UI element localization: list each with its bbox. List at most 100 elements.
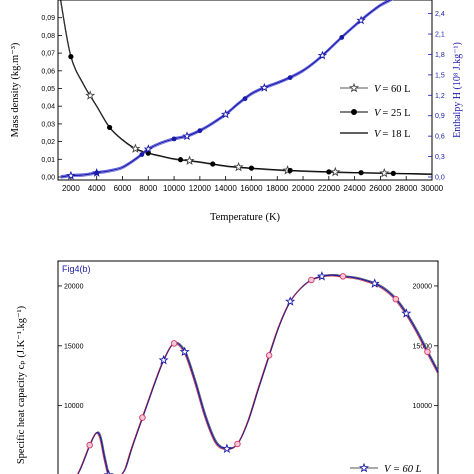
enthalpy-circle-marker: [339, 35, 345, 40]
cp-line-60L: [77, 273, 440, 474]
density-circle-marker: [210, 161, 216, 167]
cp-circle-marker: [139, 414, 146, 421]
top-x-tick-label: 6000: [114, 184, 132, 193]
cp-star-marker: [401, 308, 412, 318]
bottom-y2-tick-label: 20000: [413, 283, 433, 290]
enthalpy-star-marker: [66, 170, 76, 180]
cp-star-marker: [158, 354, 169, 365]
enthalpy-circle-marker: [94, 170, 100, 176]
top-y-tick-label: 0,02: [41, 139, 55, 146]
top-x-tick-label: 22000: [318, 184, 341, 193]
top-y-tick-label: 0,03: [41, 121, 55, 128]
cp-star-marker: [285, 296, 296, 306]
top-y2-tick-label: 0,6: [435, 134, 445, 141]
top-y2-axis-label: Enthalpy H (10⁸ J.kg⁻¹): [452, 42, 463, 138]
enthalpy-circle-marker: [139, 152, 145, 157]
cp-star-marker: [369, 278, 380, 288]
top-x-tick-label: 10000: [163, 184, 186, 193]
enthalpy-star-marker: [259, 82, 270, 92]
top-x-tick-label: 8000: [139, 184, 157, 193]
bottom-y-tick-label: 10000: [64, 403, 84, 410]
top-plot-frame: [57, 0, 433, 181]
top-x-tick-label: 14000: [215, 184, 238, 193]
enthalpy-circle-marker: [171, 136, 177, 142]
top-y-tick-label: 0,09: [41, 15, 55, 22]
enthalpy-star-marker: [220, 109, 231, 119]
top-y-tick-label: 0,05: [41, 86, 55, 93]
top-x-tick-label: 18000: [266, 184, 289, 193]
legend-star-marker: [348, 82, 360, 93]
figure-tag: Fig4(b): [62, 264, 91, 274]
legend-entry-0: V = 60 L: [374, 84, 411, 95]
enthalpy-circle-marker: [287, 75, 293, 81]
top-y2-tick-label: 1,8: [435, 52, 445, 59]
bottom-plot-frame: [57, 260, 439, 474]
top-legend: V = 60 L V = 25 L V = 18 L: [340, 82, 411, 140]
top-x-tick-label: 28000: [395, 184, 418, 193]
top-y2-ticks: 0,0 0,3 0,6 0,9 1,2 1,5 1,8 2,1 2,4: [428, 11, 445, 182]
cp-circle-marker: [170, 340, 178, 347]
top-y-tick-label: 0,06: [41, 68, 55, 75]
cp-circle-marker: [234, 440, 241, 448]
cp-circle-marker: [265, 352, 273, 359]
density-star-marker: [85, 90, 96, 100]
density-star-marker: [184, 155, 195, 165]
density-star-marker: [330, 166, 341, 177]
bottom-y-tick-label: 20000: [64, 283, 84, 290]
top-y-tick-label: 0,01: [41, 157, 55, 164]
enthalpy-star-marker: [143, 144, 153, 154]
density-circle-marker: [390, 170, 396, 176]
top-y2-tick-label: 0,9: [435, 113, 445, 120]
enthalpy-star-marker: [182, 131, 192, 141]
bottom-y2-ticks: 10000 15000 20000: [413, 283, 438, 410]
top-y-tick-label: 0,00: [41, 175, 55, 182]
top-x-ticks: 2000 4000 6000 8000 10000 12000 14000 16000 1800…: [62, 176, 444, 193]
top-y-tick-label: 0,04: [41, 104, 55, 111]
cp-series: [77, 271, 440, 474]
cp-circle-marker: [392, 295, 400, 303]
cp-line-18L: [77, 275, 438, 474]
top-y2-tick-label: 0,0: [435, 175, 445, 182]
cp-star-marker: [316, 271, 327, 281]
top-y-ticks: 0,00 0,01 0,02 0,03 0,04 0,05 0,06 0,07 0,08 0,09: [41, 15, 62, 182]
cp-circle-marker: [86, 441, 93, 449]
bottom-y-axis-label: Specific heat capacity cₚ (J.K⁻¹.kg⁻¹): [16, 305, 27, 464]
enthalpy-line-25L: [60, 0, 392, 178]
top-y2-tick-label: 1,2: [435, 93, 445, 100]
top-y-axis-label: Mass density (kg.m⁻³): [10, 42, 21, 137]
density-circle-marker: [68, 54, 74, 60]
density-circle-marker: [248, 165, 255, 171]
top-x-tick-label: 30000: [421, 184, 444, 193]
top-y2-tick-label: 2,1: [435, 32, 445, 39]
enthalpy-line-60L: [60, 0, 390, 177]
enthalpy-circle-marker: [242, 96, 248, 102]
top-y-tick-label: 0,08: [41, 33, 55, 40]
top-y2-tick-label: 1,5: [435, 72, 445, 79]
density-circle-marker: [177, 157, 184, 163]
density-star-marker: [233, 161, 244, 172]
density-star-marker: [130, 143, 141, 153]
cp-star-marker: [221, 443, 232, 454]
legend-star-icon: [348, 82, 360, 93]
top-y2-tick-label: 2,4: [435, 11, 445, 18]
bottom-legend-star-icon: [358, 462, 370, 473]
cp-circle-marker: [424, 348, 431, 356]
enthalpy-line-18L: [60, 0, 394, 179]
top-x-tick-label: 4000: [88, 184, 106, 193]
top-y-tick-label: 0,07: [41, 51, 55, 58]
enthalpy-star-marker: [317, 50, 328, 60]
cp-star-marker: [179, 346, 190, 357]
top-chart-panel: 2000 4000 6000 8000 10000 12000 14000 16000 1800…: [10, 0, 463, 223]
cp-circle-marker: [339, 273, 347, 280]
legend-entry-1: V = 25 L: [374, 108, 411, 119]
top-x-tick-label: 20000: [292, 184, 315, 193]
density-circle-marker: [106, 124, 113, 131]
legend-entry-2: V = 18 L: [374, 129, 411, 140]
cp-circle-marker: [308, 276, 315, 284]
bottom-y2-tick-label: 15000: [413, 343, 433, 350]
density-circle-marker: [326, 169, 332, 175]
cp-line-25L: [77, 274, 439, 474]
top-y2-tick-label: 0,3: [435, 154, 445, 161]
